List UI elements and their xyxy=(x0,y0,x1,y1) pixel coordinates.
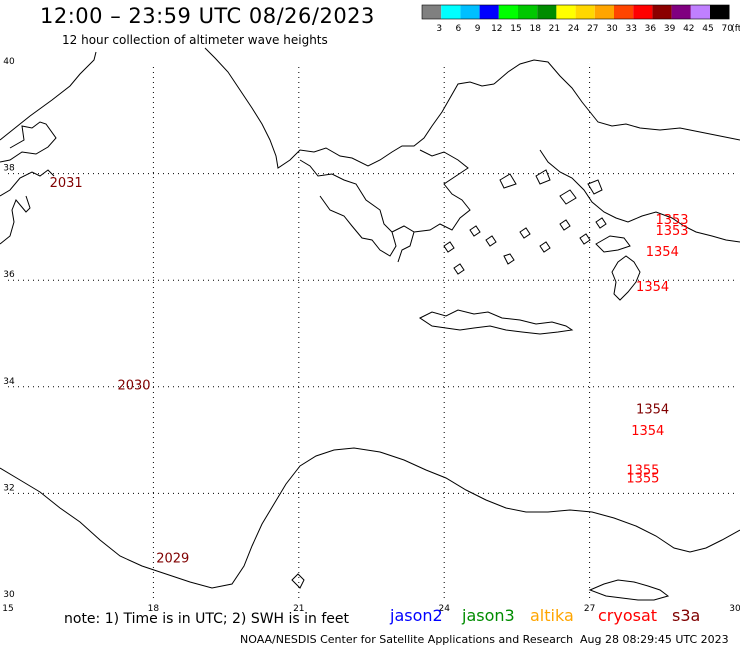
x-tick-label: 21 xyxy=(293,604,304,614)
time-label: 1353 xyxy=(655,213,688,228)
time-label: 2030 xyxy=(117,378,150,393)
x-tick-label: 24 xyxy=(438,604,450,614)
colorbar-label: 36 xyxy=(645,24,657,34)
time-label: 1354 xyxy=(636,280,669,295)
y-tick-label: 36 xyxy=(3,270,15,280)
colorbar-label: 27 xyxy=(587,24,598,34)
legend-altika: altika xyxy=(530,606,574,625)
colorbar-swatch xyxy=(710,5,730,19)
colorbar-label: 45 xyxy=(702,24,713,34)
chart-subtitle: 12 hour collection of altimeter wave hei… xyxy=(62,33,328,47)
colorbar-unit: (ft) xyxy=(731,24,740,34)
colorbar-swatch xyxy=(575,5,595,19)
colorbar-swatch xyxy=(690,5,710,19)
time-label: 2029 xyxy=(156,552,189,567)
timestamp-text: Aug 28 08:29:45 UTC 2023 xyxy=(580,633,729,646)
colorbar-label: 33 xyxy=(625,24,636,34)
x-tick-label: 30 xyxy=(729,604,740,614)
axis-tick-labels: 15 18 21 24 27 30 40 38 36 34 32 30 xyxy=(2,57,740,614)
time-label: 1354 xyxy=(631,424,664,439)
x-tick-label: 15 xyxy=(2,604,13,614)
coastline-malta-area xyxy=(291,573,305,589)
coastline-turkey xyxy=(493,59,740,243)
credit-text: NOAA/NESDIS Center for Satellite Applica… xyxy=(240,633,574,646)
colorbar-swatch xyxy=(633,5,653,19)
legend-jason2: jason2 xyxy=(390,606,443,625)
legend-s3a: s3a xyxy=(672,606,701,625)
coastline-cyprus xyxy=(588,579,670,601)
colorbar-label: 42 xyxy=(683,24,694,34)
colorbar-label: 18 xyxy=(529,24,541,34)
colorbar-label: 15 xyxy=(510,24,521,34)
colorbar-frame xyxy=(421,4,730,20)
colorbar-swatch xyxy=(594,5,614,19)
time-label: 1355 xyxy=(626,472,659,487)
y-tick-label: 38 xyxy=(3,164,15,174)
colorbar-label: 6 xyxy=(456,24,462,34)
colorbar-swatch xyxy=(556,5,576,19)
colorbar-swatch xyxy=(614,5,634,19)
legend-jason3: jason3 xyxy=(462,606,515,625)
colorbar-swatch xyxy=(441,5,461,19)
note-text: note: 1) Time is in UTC; 2) SWH is in fe… xyxy=(64,611,350,627)
colorbar-swatch xyxy=(652,5,672,19)
time-label: 1353 xyxy=(655,224,688,239)
islands-aegean xyxy=(443,169,631,275)
colorbar-label: 30 xyxy=(606,24,618,34)
colorbar-label: 39 xyxy=(664,24,676,34)
colorbar-swatch xyxy=(498,5,518,19)
colorbar-swatch xyxy=(460,5,480,19)
time-label: 2031 xyxy=(50,176,83,191)
coastline-rhodes xyxy=(611,255,641,301)
time-label: 1355 xyxy=(626,464,659,479)
legend-cryosat: cryosat xyxy=(598,606,658,625)
time-label: 1354 xyxy=(636,402,669,417)
y-tick-label: 34 xyxy=(3,377,15,387)
colorbar-swatch xyxy=(537,5,557,19)
colorbar-swatch xyxy=(479,5,499,19)
y-tick-label: 30 xyxy=(3,590,15,600)
colorbar-label: 9 xyxy=(475,24,481,34)
colorbar-label: 70 xyxy=(721,24,733,34)
time-label: 1354 xyxy=(646,245,679,260)
coastline-balkans xyxy=(204,47,495,263)
coastline-italy xyxy=(0,51,97,245)
coastline-crete xyxy=(419,309,574,335)
colorbar-swatch xyxy=(518,5,538,19)
colorbar-label: 3 xyxy=(436,24,442,34)
colorbar-label: 21 xyxy=(549,24,560,34)
chart-title: 12:00 – 23:59 UTC 08/26/2023 xyxy=(40,4,375,28)
colorbar-swatch xyxy=(671,5,691,19)
colorbar-label: 12 xyxy=(491,24,502,34)
colorbar-label: 24 xyxy=(568,24,580,34)
coastline xyxy=(0,47,740,601)
y-tick-label: 32 xyxy=(3,483,14,493)
colorbar-swatch xyxy=(422,5,442,19)
x-tick-label: 18 xyxy=(148,604,160,614)
map-gridlines xyxy=(8,67,735,600)
coastline-africa xyxy=(0,447,740,589)
y-tick-label: 40 xyxy=(3,57,15,67)
x-tick-label: 27 xyxy=(584,604,595,614)
